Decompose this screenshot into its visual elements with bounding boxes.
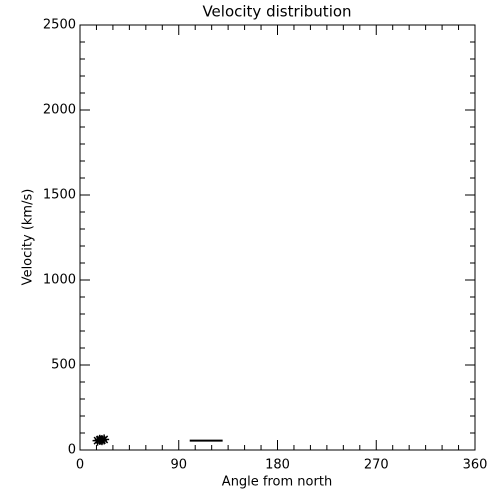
y-tick-label: 1000	[43, 273, 76, 288]
y-tick-label: 2000	[43, 103, 76, 118]
point	[99, 434, 110, 445]
y-tick-label: 1500	[43, 188, 76, 203]
x-tick-label: 180	[265, 458, 290, 473]
y-tick-label: 0	[68, 443, 76, 458]
y-axis-label: Velocity (km/s)	[21, 189, 36, 286]
x-tick-label: 90	[170, 458, 187, 473]
y-tick-label: 500	[51, 358, 76, 373]
x-tick-label: 360	[463, 458, 488, 473]
x-tick-label: 0	[76, 458, 84, 473]
x-tick-label: 270	[364, 458, 389, 473]
x-axis-label: Angle from north	[222, 475, 332, 490]
point-stroke	[100, 435, 109, 444]
chart-title: Velocity distribution	[202, 3, 351, 21]
y-tick-label: 2500	[43, 18, 76, 33]
